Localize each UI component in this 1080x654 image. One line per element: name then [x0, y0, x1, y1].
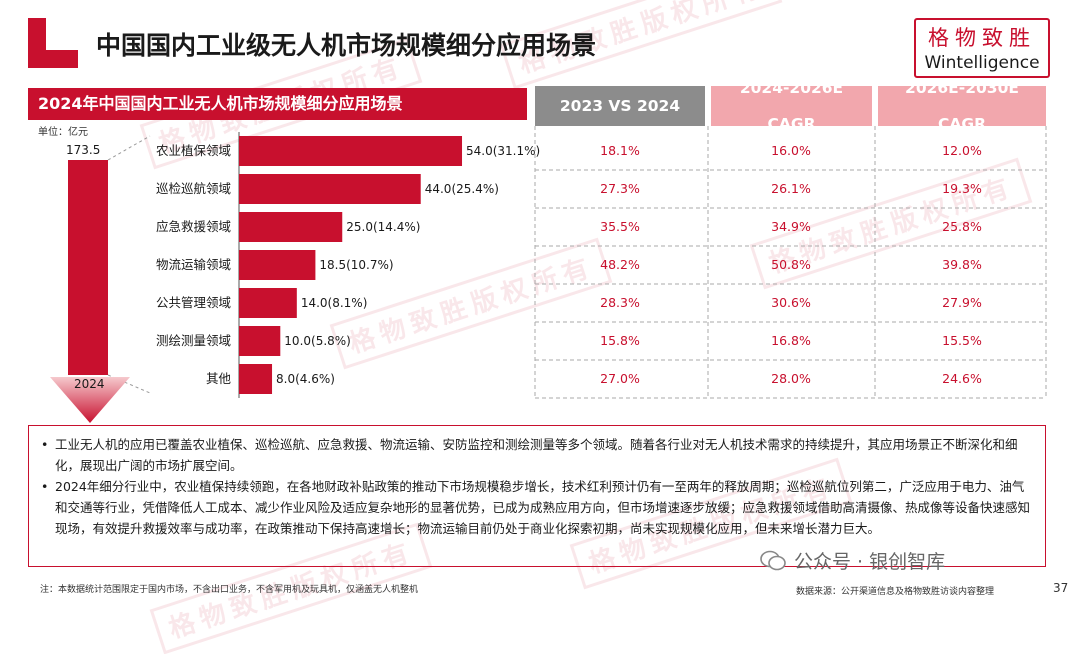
table-cell: 27.9%	[942, 295, 982, 310]
down-arrow-icon	[50, 377, 130, 423]
column-header-text: 2024-2026E	[739, 79, 844, 97]
table-cell: 50.8%	[771, 257, 811, 272]
data-label: 10.0(5.8%)	[284, 334, 351, 348]
data-label: 8.0(4.6%)	[276, 372, 335, 386]
column-header-text: CAGR	[767, 115, 816, 133]
table-cell: 12.0%	[942, 143, 982, 158]
column-header: 2024-2026E CAGR	[711, 79, 872, 133]
wechat-icon	[760, 550, 786, 570]
total-bar	[68, 160, 108, 375]
logo-mark-icon	[28, 18, 78, 68]
table-cell: 18.1%	[600, 143, 640, 158]
table-cell: 15.8%	[600, 333, 640, 348]
table-cell: 15.5%	[942, 333, 982, 348]
table-cell: 19.3%	[942, 181, 982, 196]
category-label: 巡检巡航领域	[156, 181, 231, 196]
table-cell: 30.6%	[771, 295, 811, 310]
footnote: 注：本数据统计范围限定于国内市场，不含出口业务，不含军用机及玩具机，仅涵盖无人机…	[40, 585, 419, 595]
table-cell: 34.9%	[771, 219, 811, 234]
bar	[239, 288, 297, 318]
summary-bullet: 工业无人机的应用已覆盖农业植保、巡检巡航、应急救援、物流运输、安防监控和测绘测量…	[41, 434, 1033, 476]
table-cell: 27.3%	[600, 181, 640, 196]
table-cell: 28.3%	[600, 295, 640, 310]
data-label: 14.0(8.1%)	[301, 296, 368, 310]
table-cell: 16.0%	[771, 143, 811, 158]
chart-and-table: 农业植保领域 54.0(31.1%) 18.1% 16.0% 12.0% 巡检巡航领域 44…	[107, 126, 1047, 399]
table-cell: 26.1%	[771, 181, 811, 196]
table-cell: 16.8%	[771, 333, 811, 348]
table-cell: 25.8%	[942, 219, 982, 234]
data-label: 18.5(10.7%)	[319, 258, 393, 272]
table-cell: 27.0%	[600, 371, 640, 386]
data-label: 25.0(14.4%)	[346, 220, 420, 234]
column-header: 2023 VS 2024	[535, 86, 705, 126]
connector-line	[107, 135, 151, 161]
page-number: 37	[1053, 581, 1069, 595]
column-header: 2026E-2030E CAGR	[878, 79, 1046, 133]
bar	[239, 136, 463, 166]
category-label: 其他	[206, 371, 232, 386]
wechat-text: 公众号 · 银创智库	[794, 551, 946, 573]
category-label: 公共管理领域	[156, 295, 231, 310]
bar	[239, 174, 421, 204]
bar	[239, 250, 316, 280]
section-title-bar: 2024年中国国内工业无人机市场规模细分应用场景	[28, 88, 527, 120]
table-cell: 39.8%	[942, 257, 982, 272]
summary-bullet: 2024年细分行业中，农业植保持续领跑，在各地财政补贴政策的推动下市场规模稳步增…	[41, 476, 1033, 539]
data-source: 数据来源：公开渠道信息及格物致胜访谈内容整理	[796, 587, 995, 597]
bar	[239, 364, 273, 394]
column-header-text: 2026E-2030E	[905, 79, 1019, 97]
brand-name-cn: 格物致胜	[928, 26, 1036, 50]
summary-box: 工业无人机的应用已覆盖农业植保、巡检巡航、应急救援、物流运输、安防监控和测绘测量…	[28, 425, 1046, 567]
category-label: 应急救援领域	[156, 219, 231, 234]
column-header-text: 2023 VS 2024	[559, 97, 681, 115]
table-cell: 48.2%	[600, 257, 640, 272]
table-cell: 28.0%	[771, 371, 811, 386]
brand-name-en: Wintelligence	[924, 53, 1040, 73]
wechat-watermark: 公众号 · 银创智库	[760, 547, 945, 574]
table-cell: 35.5%	[600, 219, 640, 234]
total-value-label: 173.5	[66, 143, 101, 157]
category-label: 测绘测量领域	[156, 333, 231, 348]
table-cell: 24.6%	[942, 371, 982, 386]
brand-logo: 格物致胜 Wintelligence	[914, 18, 1050, 78]
page-title: 中国国内工业级无人机市场规模细分应用场景	[96, 31, 597, 60]
bar	[239, 212, 343, 242]
category-label: 农业植保领域	[156, 143, 231, 158]
bar	[239, 326, 281, 356]
column-header-text: CAGR	[937, 115, 987, 133]
total-year-label: 2024	[74, 377, 105, 391]
unit-label: 单位：亿元	[38, 127, 88, 138]
data-label: 54.0(31.1%)	[466, 144, 540, 158]
category-label: 物流运输领域	[156, 257, 231, 272]
data-label: 44.0(25.4%)	[425, 182, 499, 196]
